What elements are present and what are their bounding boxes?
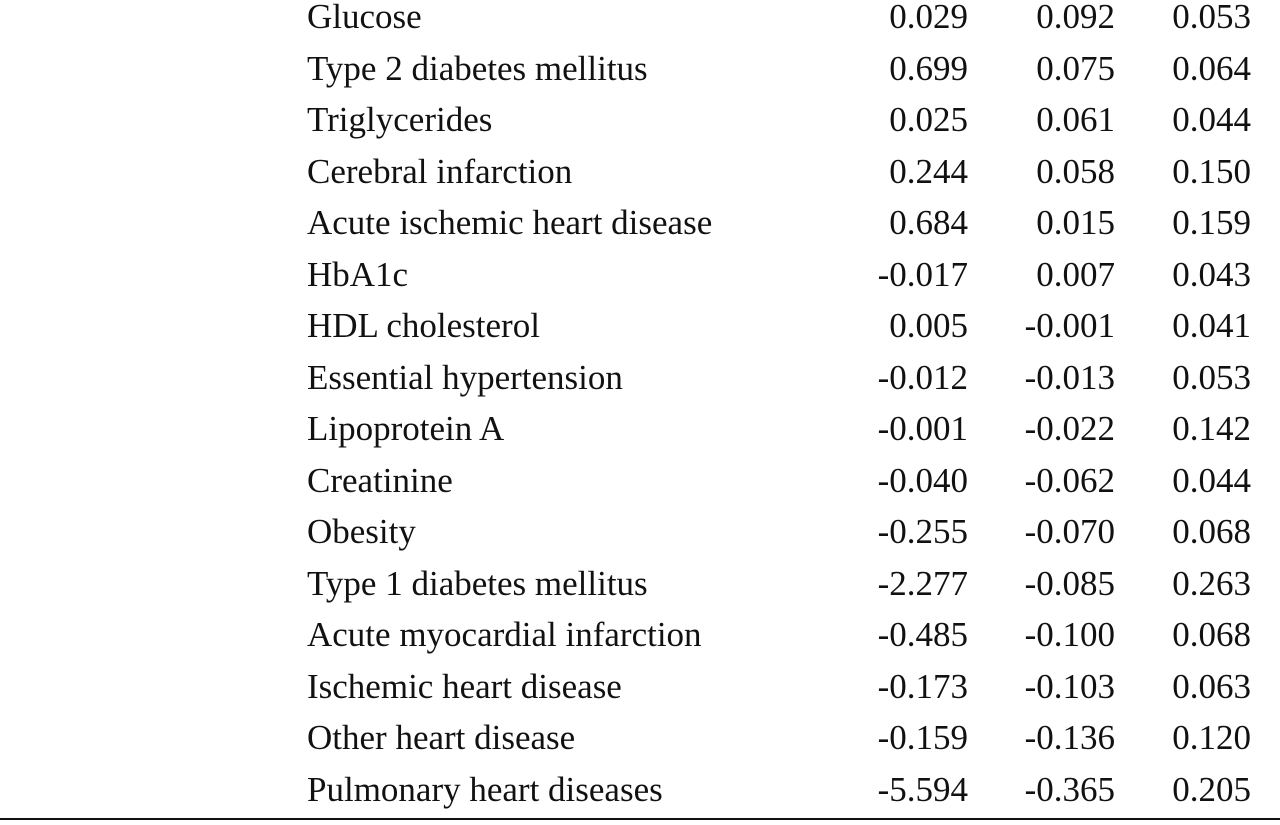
row-label: Creatinine <box>307 460 453 500</box>
table-row: Cerebral infarction 0.244 0.058 0.150 <box>0 151 1280 205</box>
value-col-3: 0.041 <box>1172 306 1251 345</box>
value-col-1: 0.029 <box>889 0 968 36</box>
value-col-1: -0.040 <box>877 460 968 500</box>
table-row: HbA1c -0.017 0.007 0.043 <box>0 254 1280 308</box>
row-label: Lipoprotein A <box>307 409 505 448</box>
value-col-1: -0.173 <box>877 666 968 706</box>
table-bottom-rule <box>0 818 1280 820</box>
value-col-3: 0.205 <box>1172 769 1251 809</box>
value-col-1: 0.699 <box>889 48 968 88</box>
value-col-3: 0.068 <box>1172 512 1251 551</box>
table-row: Other heart disease -0.159 -0.136 0.120 <box>0 719 1280 771</box>
value-col-2: 0.007 <box>1036 254 1115 294</box>
value-col-3: 0.053 <box>1172 0 1251 36</box>
row-label: Other heart disease <box>307 718 576 757</box>
value-col-2: -0.136 <box>1024 718 1115 757</box>
value-col-2: -0.062 <box>1024 460 1115 500</box>
value-col-3: 0.150 <box>1172 151 1251 191</box>
table-row: Ischemic heart disease -0.173 -0.103 0.063 <box>0 666 1280 720</box>
row-label: Type 2 diabetes mellitus <box>307 48 648 88</box>
value-col-1: 0.005 <box>889 306 968 345</box>
value-col-1: -2.277 <box>877 563 968 603</box>
value-col-1: -0.012 <box>877 357 968 397</box>
value-col-1: -0.001 <box>877 409 968 448</box>
row-label: Acute myocardial infarction <box>307 615 702 654</box>
table-row: Acute ischemic heart disease 0.684 0.015 0.… <box>0 204 1280 256</box>
row-label: Obesity <box>307 512 416 551</box>
value-col-3: 0.142 <box>1172 409 1251 448</box>
value-col-2: 0.075 <box>1036 48 1115 88</box>
value-col-3: 0.068 <box>1172 615 1251 654</box>
value-col-2: -0.365 <box>1024 769 1115 809</box>
value-col-1: -0.255 <box>877 512 968 551</box>
value-col-1: -5.594 <box>877 769 968 809</box>
value-col-2: 0.092 <box>1036 0 1115 36</box>
table-row: Acute myocardial infarction -0.485 -0.100 0… <box>0 616 1280 668</box>
row-label: Type 1 diabetes mellitus <box>307 563 648 603</box>
table-row: Type 1 diabetes mellitus -2.277 -0.085 0.26… <box>0 563 1280 617</box>
value-col-3: 0.044 <box>1172 100 1251 139</box>
value-col-3: 0.044 <box>1172 460 1251 500</box>
row-label: Ischemic heart disease <box>307 666 622 706</box>
value-col-2: -0.100 <box>1024 615 1115 654</box>
table-row: Creatinine -0.040 -0.062 0.044 <box>0 460 1280 514</box>
value-col-2: -0.022 <box>1024 409 1115 448</box>
value-col-1: -0.159 <box>877 718 968 757</box>
table-row: Obesity -0.255 -0.070 0.068 <box>0 513 1280 565</box>
row-label: HbA1c <box>307 254 409 294</box>
row-label: Triglycerides <box>307 100 493 139</box>
row-label: Pulmonary heart diseases <box>307 769 663 809</box>
table-row: HDL cholesterol 0.005 -0.001 0.041 <box>0 307 1280 359</box>
value-col-3: 0.159 <box>1172 203 1251 242</box>
row-label: HDL cholesterol <box>307 306 540 345</box>
value-col-2: 0.015 <box>1036 203 1115 242</box>
value-col-2: -0.103 <box>1024 666 1115 706</box>
row-label: Cerebral infarction <box>307 151 573 191</box>
value-col-3: 0.064 <box>1172 48 1251 88</box>
value-col-1: 0.684 <box>889 203 968 242</box>
value-col-2: -0.085 <box>1024 563 1115 603</box>
value-col-1: -0.485 <box>877 615 968 654</box>
table-row: Triglycerides 0.025 0.061 0.044 <box>0 101 1280 153</box>
table-row: Lipoprotein A -0.001 -0.022 0.142 <box>0 410 1280 462</box>
value-col-1: -0.017 <box>877 254 968 294</box>
value-col-3: 0.063 <box>1172 666 1251 706</box>
table-row: Type 2 diabetes mellitus 0.699 0.075 0.064 <box>0 48 1280 102</box>
value-col-2: -0.001 <box>1024 306 1115 345</box>
value-col-3: 0.263 <box>1172 563 1251 603</box>
value-col-2: -0.013 <box>1024 357 1115 397</box>
table-row: Essential hypertension -0.012 -0.013 0.053 <box>0 357 1280 411</box>
row-label: Glucose <box>307 0 422 36</box>
value-col-3: 0.053 <box>1172 357 1251 397</box>
value-col-1: 0.244 <box>889 151 968 191</box>
table-row: Glucose 0.029 0.092 0.053 <box>0 0 1280 50</box>
value-col-1: 0.025 <box>889 100 968 139</box>
row-label: Essential hypertension <box>307 357 623 397</box>
row-label: Acute ischemic heart disease <box>307 203 713 242</box>
value-col-2: -0.070 <box>1024 512 1115 551</box>
table-row: Pulmonary heart diseases -5.594 -0.365 0.20… <box>0 769 1280 823</box>
value-col-2: 0.061 <box>1036 100 1115 139</box>
value-col-3: 0.120 <box>1172 718 1251 757</box>
value-col-3: 0.043 <box>1172 254 1251 294</box>
value-col-2: 0.058 <box>1036 151 1115 191</box>
